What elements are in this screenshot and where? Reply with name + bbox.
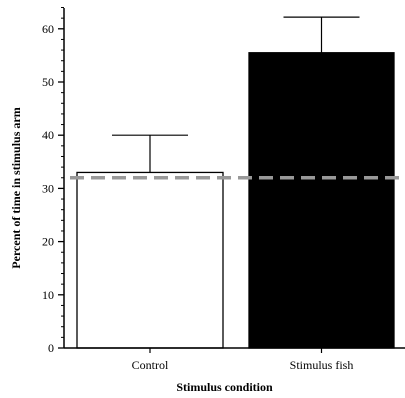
- y-tick-label: 0: [48, 341, 54, 355]
- bars: [76, 52, 395, 349]
- y-axis-title: Percent of time in stimulus arm: [9, 107, 23, 268]
- bar-control: [76, 171, 224, 349]
- y-tick-label: 30: [42, 181, 54, 195]
- y-tick-label: 50: [42, 75, 54, 89]
- y-tick-label: 20: [42, 235, 54, 249]
- y-tick-label: 40: [42, 128, 54, 142]
- y-tick-label: 60: [42, 22, 54, 36]
- x-category-label: Stimulus fish: [290, 358, 354, 372]
- error-bars: [112, 16, 360, 173]
- x-category-label: Control: [132, 358, 169, 372]
- x-axis-title: Stimulus condition: [176, 380, 273, 394]
- y-tick-label: 10: [42, 288, 54, 302]
- x-axis-categories: Control Stimulus fish: [132, 348, 354, 372]
- y-axis-ticks: 0 10 20 30 40 50 60: [42, 7, 64, 355]
- bar-stimulus-fish: [248, 52, 395, 349]
